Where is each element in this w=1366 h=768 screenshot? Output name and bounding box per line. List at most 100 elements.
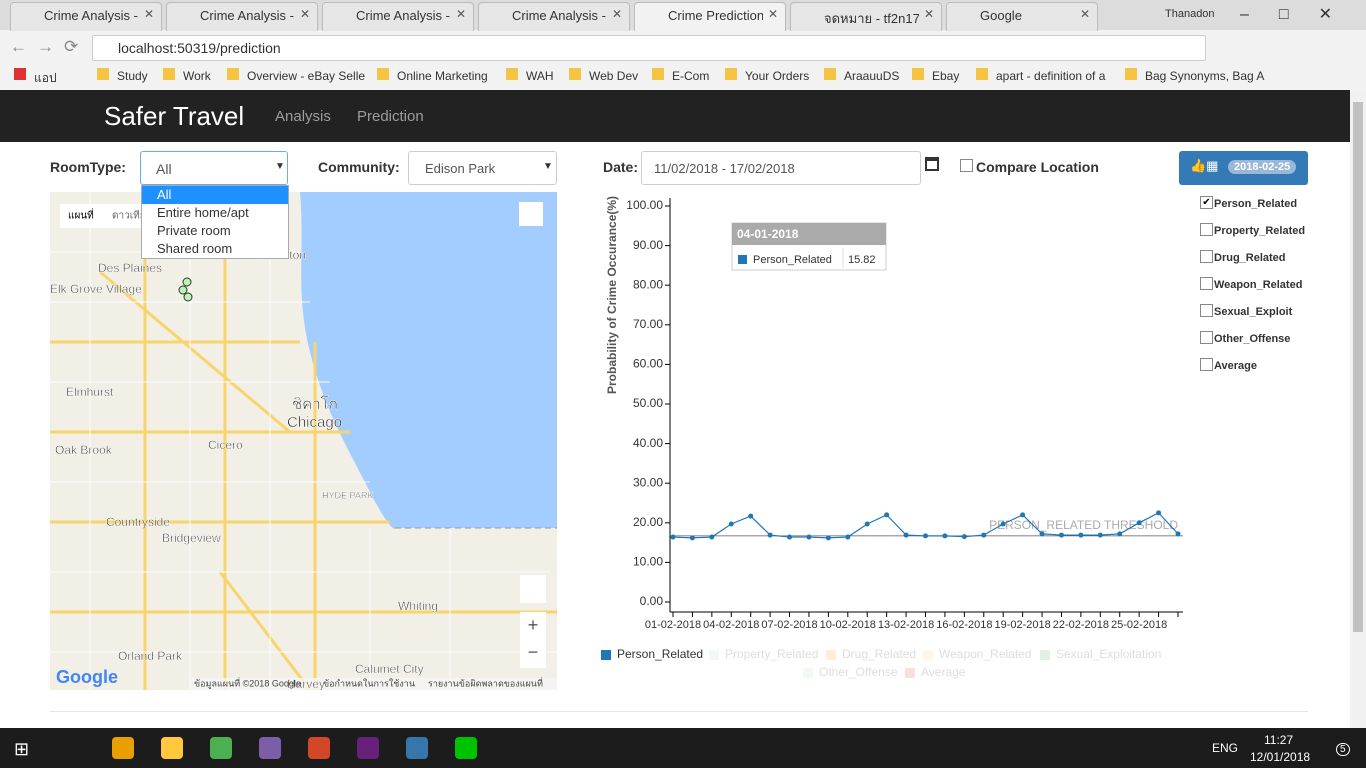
tab[interactable] bbox=[946, 2, 1098, 31]
tab-close[interactable]: ✕ bbox=[924, 7, 935, 21]
bookmark[interactable]: Bag Synonyms, Bag A bbox=[1145, 69, 1265, 83]
bookmark[interactable]: Web Dev bbox=[589, 69, 639, 83]
legend-swatch[interactable] bbox=[923, 650, 933, 660]
legend-swatch[interactable] bbox=[601, 650, 611, 660]
point bbox=[845, 534, 851, 540]
bookmark[interactable]: AraauuDS bbox=[844, 69, 900, 83]
community-select[interactable] bbox=[408, 151, 557, 185]
taskbar bbox=[0, 728, 1366, 768]
marker[interactable] bbox=[178, 285, 188, 295]
app-icon[interactable] bbox=[161, 737, 183, 759]
legend-label[interactable]: Drug_Related bbox=[842, 647, 916, 661]
tab-title: Crime Analysis - S bbox=[44, 8, 139, 23]
legend-label[interactable]: Other_Offense bbox=[819, 665, 898, 679]
tab-close[interactable]: ✕ bbox=[456, 7, 467, 21]
nav-link[interactable]: Analysis bbox=[275, 108, 331, 125]
roomtype-value: All bbox=[156, 161, 172, 177]
dropdown-option[interactable]: All bbox=[142, 186, 288, 204]
legend-swatch[interactable] bbox=[905, 668, 915, 678]
bookmark[interactable]: Overview - eBay Selle bbox=[247, 69, 366, 83]
roomtype-select[interactable] bbox=[140, 151, 288, 185]
compare-checkbox[interactable] bbox=[960, 159, 973, 172]
app-icon[interactable] bbox=[259, 737, 281, 759]
lake bbox=[300, 192, 557, 529]
date-input[interactable] bbox=[641, 151, 921, 185]
checkbox[interactable] bbox=[1200, 304, 1213, 317]
tab-close[interactable]: ✕ bbox=[1080, 7, 1091, 21]
legend-label[interactable]: Property_Related bbox=[725, 647, 818, 661]
nav-buttons[interactable]: ←→⟳ bbox=[10, 37, 89, 56]
tab[interactable] bbox=[634, 2, 786, 31]
app-icon[interactable] bbox=[210, 737, 232, 759]
bookmark[interactable]: Work bbox=[183, 69, 211, 83]
x-tick-label: 04-02-2018 bbox=[703, 619, 759, 631]
tab[interactable] bbox=[166, 2, 318, 31]
point bbox=[1117, 531, 1123, 537]
start[interactable]: ⊞ bbox=[14, 739, 30, 759]
zoom-out[interactable]: − bbox=[528, 642, 539, 662]
marker[interactable] bbox=[183, 292, 193, 302]
omnibox[interactable] bbox=[92, 35, 1206, 61]
zoom-in[interactable]: + bbox=[528, 615, 539, 635]
point bbox=[923, 533, 928, 539]
community-value: Edison Park bbox=[425, 161, 496, 176]
app-icon[interactable] bbox=[455, 737, 477, 759]
legend-swatch[interactable] bbox=[709, 650, 719, 660]
bookmark[interactable]: E-Com bbox=[672, 69, 710, 83]
tab[interactable] bbox=[322, 2, 474, 31]
y-tick-label: 10.00 bbox=[633, 555, 663, 569]
zoom[interactable] bbox=[520, 612, 546, 668]
dropdown-option[interactable]: Private room bbox=[142, 222, 288, 240]
app-icon[interactable] bbox=[357, 737, 379, 759]
checkbox[interactable] bbox=[1200, 277, 1213, 290]
bookmark[interactable]: Ebay bbox=[932, 69, 960, 83]
checkbox[interactable] bbox=[1200, 331, 1213, 344]
checkbox[interactable] bbox=[1200, 223, 1213, 236]
nav-link[interactable]: Prediction bbox=[357, 108, 424, 125]
tab-close[interactable]: ✕ bbox=[612, 7, 623, 21]
legend-swatch[interactable] bbox=[803, 668, 813, 678]
legend-label[interactable]: Person_Related bbox=[617, 647, 703, 661]
tab-close[interactable]: ✕ bbox=[144, 7, 155, 21]
x-tick-label: 01-02-2018 bbox=[645, 619, 701, 631]
bookmark[interactable]: apart - definition of a bbox=[996, 69, 1106, 83]
fullscreen[interactable] bbox=[519, 202, 543, 226]
checkbox[interactable] bbox=[1200, 250, 1213, 263]
tab-close[interactable]: ✕ bbox=[768, 7, 779, 21]
legend-swatch[interactable] bbox=[1040, 650, 1050, 660]
dropdown-option[interactable]: Entire home/apt bbox=[142, 204, 288, 222]
tab-close[interactable]: ✕ bbox=[300, 7, 311, 21]
legend-label[interactable]: Weapon_Related bbox=[939, 647, 1032, 661]
map-type[interactable]: แผนที่ bbox=[68, 208, 94, 222]
app-icon[interactable] bbox=[406, 737, 428, 759]
bookmark-icon bbox=[912, 68, 924, 80]
dropdown-option[interactable]: Shared room bbox=[142, 240, 288, 258]
x-tick-label: 10-02-2018 bbox=[820, 619, 876, 631]
tab[interactable] bbox=[10, 2, 162, 31]
legend-label[interactable]: Sexual_Exploitation bbox=[1056, 647, 1161, 661]
bookmark[interactable]: Online Marketing bbox=[397, 69, 488, 83]
bookmark[interactable]: Your Orders bbox=[745, 69, 810, 83]
map-footer: ข้อกำหนดในการใช้งาน bbox=[323, 678, 415, 688]
y-axis-title: Probability of Crime Occurance(%) bbox=[605, 196, 619, 394]
checkbox[interactable]: ✔ bbox=[1200, 196, 1213, 209]
bookmark[interactable]: Study bbox=[117, 69, 148, 83]
app-icon[interactable] bbox=[308, 737, 330, 759]
calendar-icon[interactable] bbox=[925, 157, 939, 171]
tab[interactable] bbox=[478, 2, 630, 31]
legend-swatch[interactable] bbox=[826, 650, 836, 660]
map-type[interactable] bbox=[60, 204, 148, 228]
brand[interactable]: Safer Travel bbox=[104, 101, 245, 131]
app-icon[interactable] bbox=[112, 737, 134, 759]
scrollbar[interactable] bbox=[1350, 90, 1366, 728]
legend-label[interactable]: Average bbox=[921, 665, 966, 679]
marker[interactable] bbox=[182, 277, 192, 287]
checkbox[interactable] bbox=[1200, 358, 1213, 371]
bookmark[interactable]: แอป bbox=[34, 71, 57, 85]
tab[interactable] bbox=[790, 2, 942, 31]
pegman[interactable] bbox=[520, 575, 546, 603]
notifications[interactable]: 5 bbox=[1336, 743, 1350, 756]
y-tick-label: 0.00 bbox=[640, 594, 664, 608]
bookmark[interactable]: WAH bbox=[526, 69, 554, 83]
